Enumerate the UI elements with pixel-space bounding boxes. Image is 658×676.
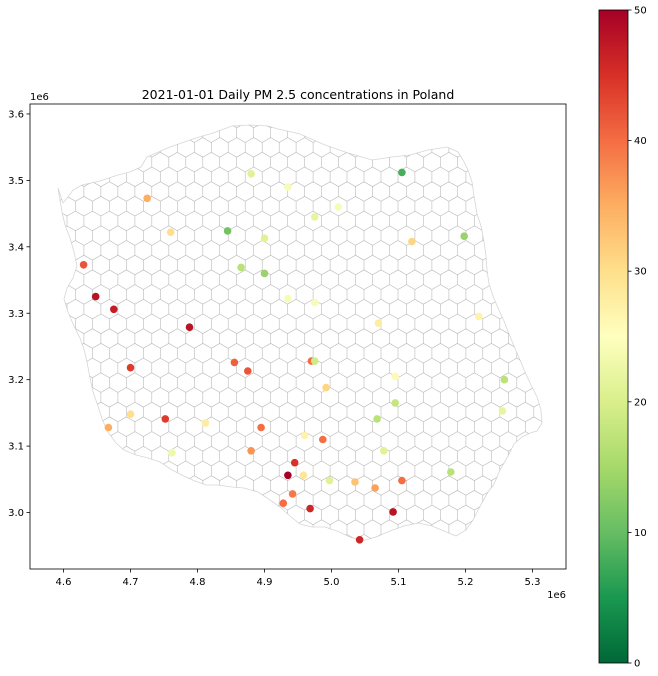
- data-point: [475, 313, 483, 321]
- x-axis: 4.6 4.7 4.8 4.9 5.0 5.1 5.2 5.3: [56, 569, 541, 588]
- data-point: [351, 478, 359, 486]
- data-point: [291, 459, 299, 467]
- data-point: [391, 373, 399, 381]
- colorbar-tick-label: 10: [634, 528, 647, 539]
- data-point: [284, 472, 292, 480]
- data-point: [373, 415, 381, 423]
- y-tick-label: 3.3: [8, 309, 24, 320]
- x-tick-label: 4.9: [257, 577, 273, 588]
- data-point: [261, 234, 269, 242]
- data-point: [326, 477, 334, 485]
- data-point: [92, 293, 100, 301]
- data-point: [311, 213, 319, 221]
- data-point: [231, 359, 239, 367]
- data-point: [356, 536, 364, 544]
- data-point: [202, 419, 210, 427]
- poland-outline: [58, 125, 542, 541]
- y-tick-label: 3.5: [8, 176, 24, 187]
- y-offset-label: 1e6: [30, 92, 49, 103]
- colorbar-tick-label: 20: [634, 397, 647, 408]
- data-point: [257, 424, 265, 432]
- data-point: [460, 232, 468, 240]
- data-point: [375, 319, 383, 327]
- data-point: [247, 170, 255, 178]
- data-point: [105, 424, 113, 432]
- data-point: [301, 432, 309, 440]
- x-offset-label: 1e6: [547, 590, 566, 601]
- data-point: [334, 203, 342, 211]
- data-point: [167, 228, 175, 236]
- data-point: [311, 299, 319, 307]
- colorbar-axis: 0 10 20 30 40 50: [628, 6, 647, 670]
- data-point: [389, 508, 397, 516]
- y-tick-label: 3.0: [8, 508, 24, 519]
- data-point: [306, 505, 314, 513]
- data-point: [80, 261, 88, 269]
- colorbar-tick-label: 30: [634, 267, 647, 278]
- colorbar: [599, 10, 628, 663]
- data-point: [319, 436, 327, 444]
- data-point: [162, 415, 170, 423]
- x-tick-label: 5.1: [391, 577, 407, 588]
- data-point: [244, 367, 252, 375]
- data-point: [143, 195, 151, 203]
- data-point: [398, 169, 406, 177]
- data-point: [127, 364, 135, 372]
- x-tick-label: 4.7: [123, 577, 139, 588]
- data-point: [224, 227, 232, 235]
- data-point: [247, 447, 255, 455]
- x-tick-label: 5.3: [525, 577, 541, 588]
- x-tick-label: 4.6: [56, 577, 72, 588]
- y-tick-label: 3.4: [8, 242, 24, 253]
- y-tick-label: 3.6: [8, 109, 24, 120]
- chart-title: 2021-01-01 Daily PM 2.5 concentrations i…: [142, 87, 455, 102]
- data-point: [261, 270, 269, 278]
- data-point: [284, 183, 292, 191]
- colorbar-tick-label: 50: [634, 6, 647, 17]
- y-tick-label: 3.2: [8, 375, 24, 386]
- data-point: [168, 449, 176, 457]
- data-point: [391, 399, 399, 407]
- y-tick-label: 3.1: [8, 442, 24, 453]
- data-point: [284, 295, 292, 303]
- data-point: [499, 407, 507, 415]
- colorbar-tick-label: 0: [634, 659, 640, 670]
- data-point: [447, 468, 455, 476]
- data-point: [300, 472, 308, 480]
- data-point: [501, 376, 509, 384]
- data-point: [237, 264, 245, 272]
- y-axis: 3.0 3.1 3.2 3.3 3.4 3.5 3.6: [8, 109, 30, 519]
- data-point: [311, 357, 319, 365]
- data-point: [186, 323, 194, 331]
- x-tick-label: 5.2: [458, 577, 474, 588]
- data-point: [380, 447, 388, 455]
- data-point: [408, 238, 416, 246]
- data-point: [280, 499, 288, 507]
- data-point: [110, 306, 118, 314]
- x-tick-label: 4.8: [190, 577, 206, 588]
- x-tick-label: 5.0: [324, 577, 340, 588]
- data-point: [371, 484, 379, 492]
- data-point: [322, 384, 330, 392]
- colorbar-tick-label: 40: [634, 136, 647, 147]
- data-point: [127, 410, 135, 418]
- data-point: [398, 477, 406, 485]
- data-point: [289, 490, 297, 498]
